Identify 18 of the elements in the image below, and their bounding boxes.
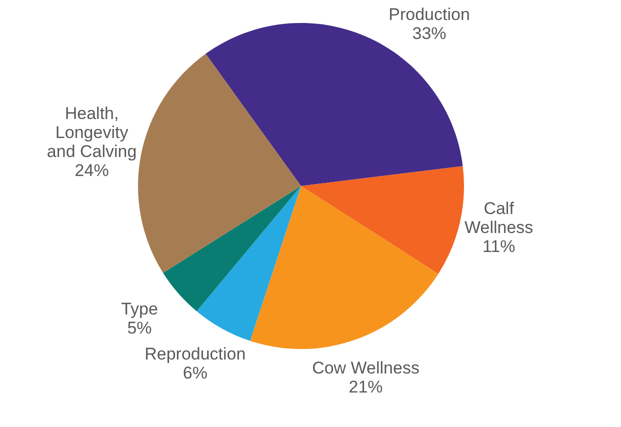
pie-slice (163, 186, 301, 312)
pie-slice (138, 54, 301, 273)
data-label: 24% (74, 160, 109, 180)
slice-label: Production (388, 4, 470, 24)
pie-slice (206, 23, 463, 186)
slice-label: Type (121, 299, 158, 318)
slice-label: Health, Longevity and Calving (46, 103, 137, 160)
data-label: 11% (482, 236, 516, 256)
data-label: 21% (348, 376, 383, 396)
slice-label: Reproduction (144, 344, 246, 363)
pie-slice (250, 186, 438, 349)
pie-slice (301, 166, 464, 274)
slice-label: Calf Wellness (464, 198, 534, 237)
pie-slice (196, 186, 301, 341)
data-label: 33% (412, 24, 446, 42)
data-label: 5% (127, 318, 152, 338)
slice-label: Cow Wellness (312, 358, 420, 377)
data-label: 6% (182, 362, 208, 382)
